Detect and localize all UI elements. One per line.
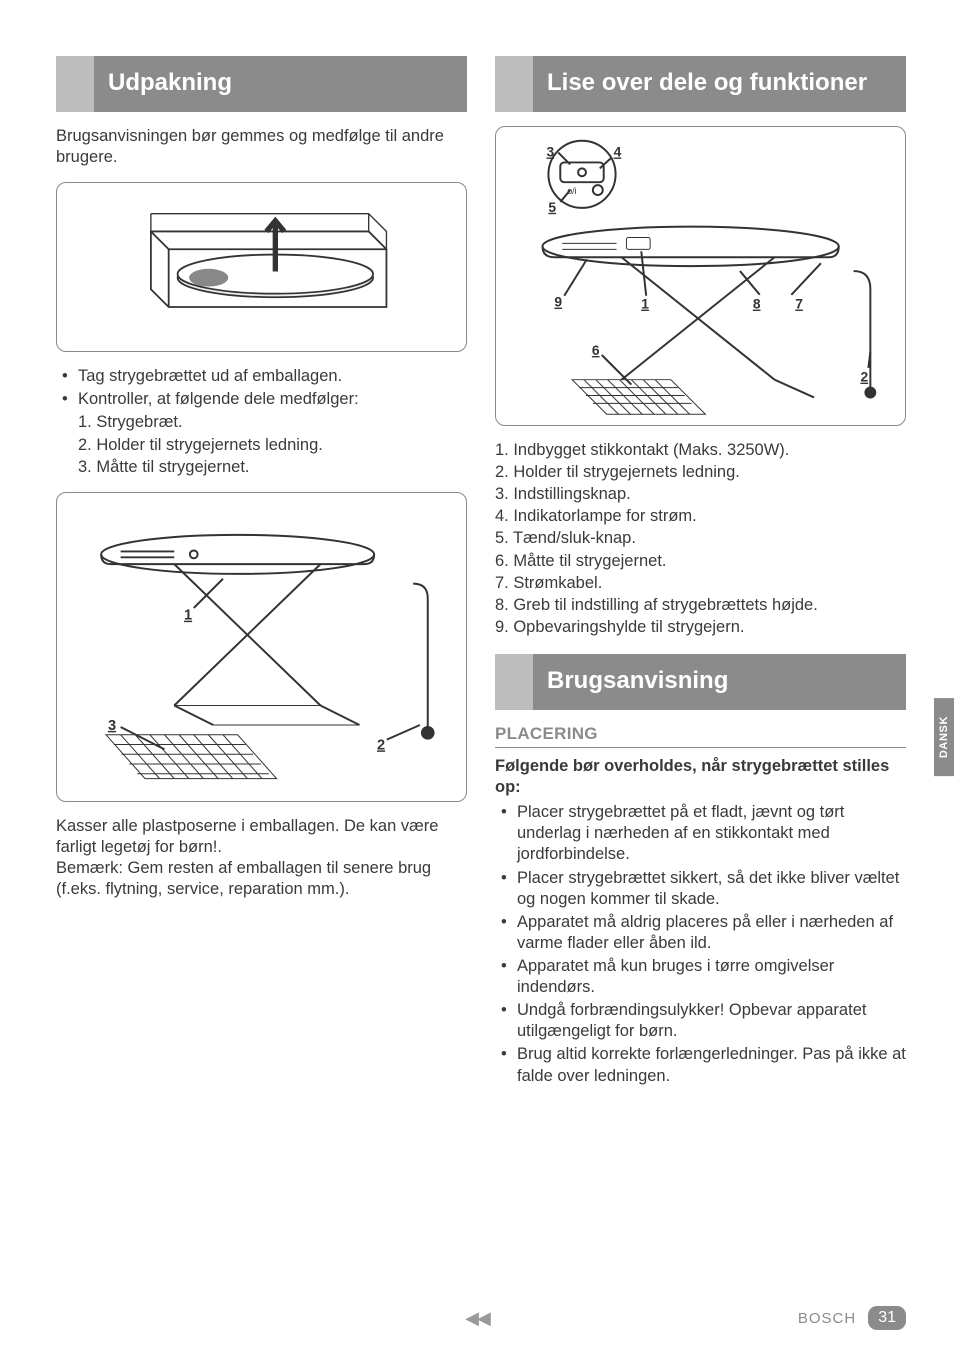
numitem: 3. Måtte til strygejernet. (78, 457, 467, 478)
illustration-overview: o/i (495, 126, 906, 426)
label-1: 1 (184, 607, 192, 623)
bullet: Undgå forbrændingsulykker! Opbevar appar… (495, 1000, 906, 1042)
unpack-bullets: Tag strygebrættet ud af emballagen. Kont… (56, 366, 467, 410)
label-5: 5 (548, 199, 556, 215)
section-title: Brugsanvisning (547, 667, 728, 695)
overview-svg: o/i (503, 131, 898, 421)
illustration-unbox (56, 182, 467, 352)
part-item: 6. Måtte til strygejernet. (495, 551, 906, 572)
bullet: Kontroller, at følgende dele medfølger: (56, 389, 467, 410)
part-item: 7. Strømkabel. (495, 573, 906, 594)
placement-bullets: Placer strygebrættet på et fladt, jævnt … (495, 802, 906, 1086)
label-3: 3 (107, 718, 115, 734)
parts-list: 1. Indbygget stikkontakt (Maks. 3250W). … (495, 440, 906, 638)
label-1: 1 (641, 296, 649, 312)
header-tab (495, 654, 533, 710)
numitem: 1. Strygebræt. (78, 412, 467, 433)
header-tab (495, 56, 533, 112)
numitem: 2. Holder til strygejernets ledning. (78, 435, 467, 456)
section-title: Lise over dele og funktioner (547, 69, 867, 97)
label-9: 9 (554, 294, 562, 310)
part-item: 2. Holder til strygejernets ledning. (495, 462, 906, 483)
label-3: 3 (546, 144, 554, 160)
bullet: Apparatet må kun bruges i tørre omgivels… (495, 956, 906, 998)
section-title: Udpakning (108, 69, 232, 97)
bullet: Placer strygebrættet sikkert, så det ikk… (495, 868, 906, 910)
nav-prev-icon[interactable]: ◀◀ (465, 1308, 489, 1329)
section-header-parts: Lise over dele og funktioner (495, 56, 906, 112)
bullet: Tag strygebrættet ud af emballagen. (56, 366, 467, 387)
part-item: 5. Tænd/sluk-knap. (495, 528, 906, 549)
unbox-svg (102, 187, 422, 347)
page: Udpakning Brugsanvisningen bør gemmes og… (0, 0, 954, 1125)
brand-label: BOSCH (798, 1310, 856, 1327)
part-item: 9. Opbevaringshylde til strygejern. (495, 617, 906, 638)
part-item: 4. Indikatorlampe for strøm. (495, 506, 906, 527)
part-item: 8. Greb til indstilling af strygebrættet… (495, 595, 906, 616)
left-column: Udpakning Brugsanvisningen bør gemmes og… (56, 56, 467, 1089)
section-header-brugsanvisning: Brugsanvisning (495, 654, 906, 710)
illustration-board-parts: 1 2 3 (56, 492, 467, 802)
unpack-numlist: 1. Strygebræt. 2. Holder til strygejerne… (56, 412, 467, 477)
intro-text: Brugsanvisningen bør gemmes og medfølge … (56, 126, 467, 168)
page-number: 31 (868, 1306, 906, 1330)
label-6: 6 (592, 342, 600, 358)
disposal-text-1: Kasser alle plastposerne i emballagen. D… (56, 816, 467, 858)
part-item: 1. Indbygget stikkontakt (Maks. 3250W). (495, 440, 906, 461)
label-8: 8 (753, 296, 761, 312)
part-item: 3. Indstillingsknap. (495, 484, 906, 505)
label-7: 7 (795, 296, 803, 312)
board-parts-svg: 1 2 3 (67, 497, 457, 797)
footer: ◀◀ BOSCH 31 (0, 1306, 954, 1330)
disposal-text-2: Bemærk: Gem resten af emballagen til sen… (56, 858, 467, 900)
right-column: Lise over dele og funktioner o/i (495, 56, 906, 1089)
header-tab (56, 56, 94, 112)
label-2: 2 (860, 369, 868, 385)
label-4: 4 (614, 144, 622, 160)
bullet: Placer strygebrættet på et fladt, jævnt … (495, 802, 906, 865)
label-2: 2 (377, 737, 385, 753)
placement-leadin: Følgende bør overholdes, når strygebrætt… (495, 756, 906, 798)
language-tab: DANSK (934, 698, 954, 776)
bullet: Brug altid korrekte forlængerledninger. … (495, 1044, 906, 1086)
bullet: Apparatet må aldrig placeres på eller i … (495, 912, 906, 954)
section-header-udpakning: Udpakning (56, 56, 467, 112)
subhead-placering: PLACERING (495, 724, 906, 748)
